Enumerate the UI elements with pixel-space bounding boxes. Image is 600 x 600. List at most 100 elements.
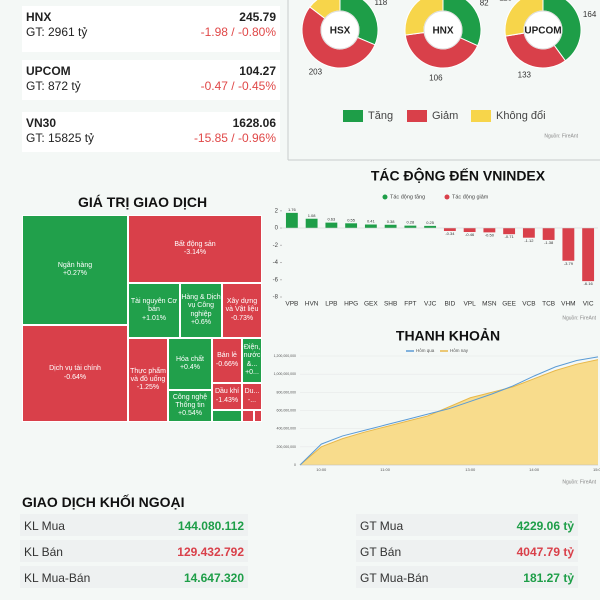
- cell-name: Thực phẩm và đồ uống: [130, 367, 166, 383]
- y-tick-label: 400,000,000: [277, 427, 297, 431]
- x-tick-label: GEE: [502, 301, 516, 308]
- pie-title: HSX: [330, 26, 351, 37]
- row-label: KL Mua-Bán: [24, 571, 91, 585]
- x-tick-label: HVN: [305, 301, 319, 308]
- index-name: VN30: [26, 116, 57, 130]
- area: [300, 359, 598, 465]
- value-label: 0.41: [367, 219, 376, 224]
- x-tick-label: TCB: [542, 301, 555, 308]
- pie-center: [320, 10, 360, 50]
- index-gt: GT: 2961 tỷ: [26, 25, 88, 39]
- value-label: -0.50: [485, 232, 495, 237]
- cell-change: +0.6%: [190, 318, 212, 326]
- bar: [305, 218, 318, 229]
- legend-label: Tác động tăng: [390, 194, 425, 200]
- legend-swatch: [471, 110, 491, 122]
- value-label: -0.71: [505, 234, 515, 239]
- x-tick-label: 15:00: [593, 467, 600, 472]
- bar: [522, 228, 535, 238]
- value-label: -1.12: [524, 238, 534, 243]
- legend-label: Hôm qua: [416, 348, 435, 353]
- y-tick-label: 600,000,000: [277, 408, 297, 412]
- cell-name: Bán lẻ: [217, 352, 237, 360]
- pie-center: [423, 10, 463, 50]
- treemap-cell: [242, 410, 254, 422]
- cell-name: Ngân hàng: [57, 261, 93, 269]
- legend-label: Tăng: [368, 110, 393, 122]
- index-change: -0.47 / -0.45%: [200, 79, 276, 93]
- source: Nguồn: FireAnt: [562, 479, 596, 485]
- treemap-cell: Dầu khí -1.43%: [212, 383, 242, 410]
- cell-change: +1.01%: [142, 314, 166, 322]
- table-row: KL Mua-Bán 14.647.320: [20, 566, 248, 588]
- x-tick-label: BID: [444, 301, 455, 308]
- x-tick-label: HPG: [344, 301, 358, 308]
- cell-change: +0...: [245, 368, 259, 376]
- x-tick-label: SHB: [384, 301, 397, 308]
- value-label: -0.46: [465, 232, 475, 237]
- slice-label: 164: [583, 10, 597, 19]
- cell-change: -...: [247, 396, 257, 404]
- cell-change: +0.4%: [179, 364, 201, 371]
- treemap-cell: Điện, nước &... +0...: [242, 338, 262, 383]
- cell-change: -1.25%: [136, 384, 160, 392]
- x-tick-label: 13:00: [465, 467, 476, 472]
- bar: [285, 212, 298, 229]
- index-gt: GT: 872 tỷ: [26, 79, 81, 93]
- y-tick-label: 1,200,000,000: [274, 354, 296, 358]
- treemap-title: GIÁ TRỊ GIAO DỊCH: [78, 194, 208, 210]
- treemap-cell: [254, 410, 262, 422]
- legend-swatch: [343, 110, 363, 122]
- row-value: 14.647.320: [183, 571, 244, 585]
- treemap-cell: Hàng & Dịch vụ Công nghiệp +0.6%: [180, 283, 222, 338]
- slice-label: 70: [402, 0, 411, 2]
- bar: [404, 225, 417, 229]
- source: Nguồn: FireAnt: [562, 315, 596, 321]
- treemap-cell: Xây dựng và Vật liệu -0.73%: [222, 283, 262, 338]
- x-tick-label: 11:00: [380, 467, 390, 472]
- cell-name: Tài nguyên Cơ bản: [130, 298, 178, 314]
- bar: [483, 228, 496, 233]
- legend-label: Giảm: [432, 110, 458, 122]
- slice-label: 133: [518, 70, 532, 79]
- slice-label: 82: [480, 0, 489, 8]
- value-label: 0.55: [347, 217, 356, 222]
- cell-name: Công nghệ Thông tin: [172, 393, 208, 409]
- pie-center: [523, 10, 563, 50]
- legend-label: Tác động giảm: [452, 194, 489, 200]
- y-tick-label: 1,000,000,000: [274, 372, 296, 376]
- slice-label: 106: [429, 74, 443, 83]
- x-tick-label: 14:00: [529, 467, 540, 472]
- treemap-cell: Hóa chất +0.4%: [168, 338, 212, 390]
- slice-label: 118: [374, 0, 387, 7]
- treemap-cell: Dịch vụ tài chính -0.64%: [22, 325, 128, 422]
- slice-label: 203: [309, 67, 323, 76]
- row-value: 129.432.792: [177, 545, 244, 559]
- cell-name: Dịch vụ tài chính: [49, 365, 101, 373]
- cell-name: Điện, nước &...: [243, 344, 261, 368]
- chart-title: THANH KHOẢN: [396, 328, 500, 344]
- index-value: 1628.06: [232, 116, 276, 130]
- table-row: GT Mua 4229.06 tỷ: [356, 514, 578, 536]
- cell-name: Hóa chất: [175, 355, 205, 363]
- index-value: 104.27: [239, 64, 276, 78]
- bar: [384, 224, 397, 229]
- y-tick-label: -4: [273, 260, 279, 266]
- pie-title: UPCOM: [524, 26, 561, 37]
- legend-label: Hôm nay: [450, 348, 469, 353]
- index-value: 245.79: [239, 10, 276, 24]
- y-tick-label: 800,000,000: [277, 390, 297, 394]
- y-tick-label: 2: [275, 208, 279, 214]
- chart-title: TÁC ĐỘNG ĐẾN VNINDEX: [371, 167, 546, 184]
- cell-change: -0.66%: [215, 360, 239, 368]
- row-label: GT Bán: [360, 545, 402, 559]
- bar: [542, 228, 555, 240]
- index-change: -15.85 / -0.96%: [193, 131, 276, 145]
- cell-change: -3.14%: [183, 249, 207, 256]
- index-gt: GT: 15825 tỷ: [26, 131, 95, 145]
- value-label: 1.08: [308, 213, 317, 218]
- x-tick-label: VIC: [583, 301, 594, 308]
- table-row: GT Mua-Bán 181.27 tỷ: [356, 566, 578, 588]
- bar: [582, 228, 595, 282]
